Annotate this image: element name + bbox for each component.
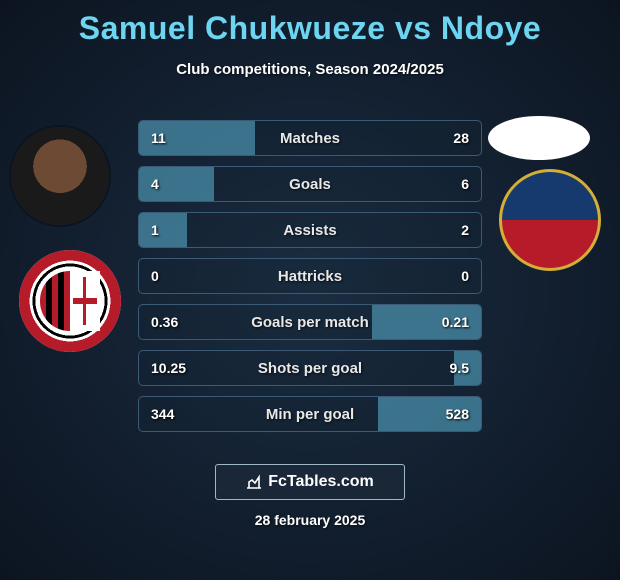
stats-container: 1128Matches 46Goals 12Assists 00Hattricks 0.…	[138, 120, 482, 442]
player-right-photo	[488, 116, 590, 160]
stat-label: Assists	[139, 222, 481, 239]
branding-label: FcTables.com	[268, 473, 374, 491]
stat-row: 1128Matches	[138, 120, 482, 156]
page-title: Samuel Chukwueze vs Ndoye	[0, 0, 620, 47]
stat-label: Shots per goal	[139, 360, 481, 377]
stat-label: Goals	[139, 176, 481, 193]
club-right-logo	[499, 169, 601, 271]
stat-row: 12Assists	[138, 212, 482, 248]
stat-label: Goals per match	[139, 314, 481, 331]
stat-row: 00Hattricks	[138, 258, 482, 294]
stat-row: 10.259.5Shots per goal	[138, 350, 482, 386]
stat-label: Matches	[139, 130, 481, 147]
chart-icon	[246, 473, 262, 492]
stat-row: 46Goals	[138, 166, 482, 202]
stat-label: Hattricks	[139, 268, 481, 285]
stat-row: 344528Min per goal	[138, 396, 482, 432]
branding-badge: FcTables.com	[215, 464, 405, 500]
subtitle: Club competitions, Season 2024/2025	[0, 61, 620, 78]
stat-row: 0.360.21Goals per match	[138, 304, 482, 340]
stat-label: Min per goal	[139, 406, 481, 423]
player-left-photo	[9, 125, 111, 227]
club-left-logo	[19, 250, 121, 352]
date-label: 28 february 2025	[0, 512, 620, 528]
